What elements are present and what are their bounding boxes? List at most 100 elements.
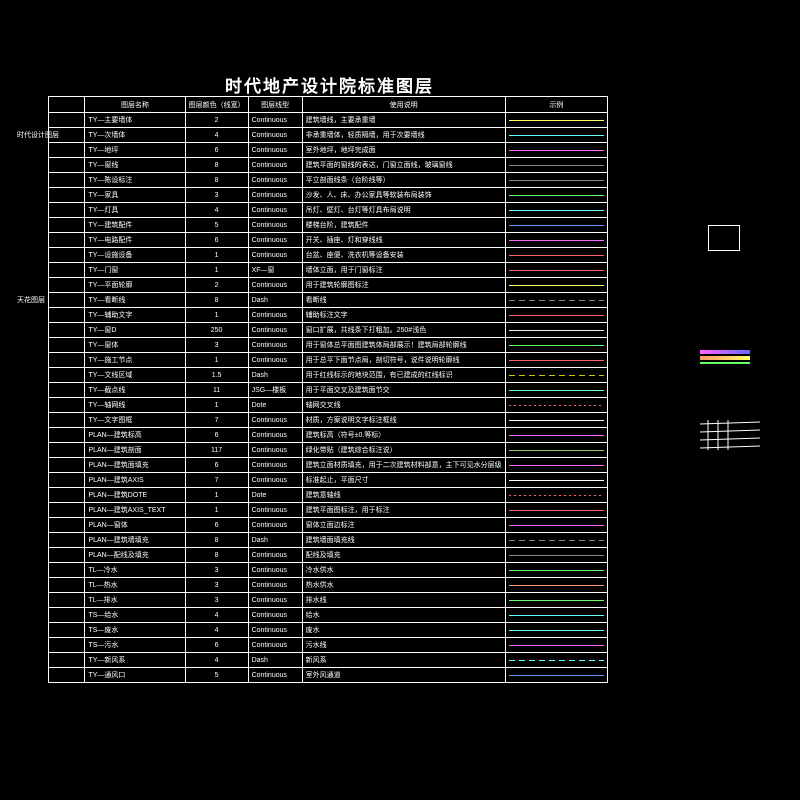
cell-example <box>505 413 607 428</box>
cell-name: TL—排水 <box>85 593 185 608</box>
line-sample <box>509 255 604 256</box>
table-row: TY—灯具4Continuous吊灯、壁灯、台灯等灯具布局说明 <box>49 203 608 218</box>
table-row: TY—窗D250Continuous窗口扩展，共线条下打粗加。250#浅色 <box>49 323 608 338</box>
cell-weight: 2 <box>185 113 248 128</box>
cell-linetype: Continuous <box>248 158 302 173</box>
cell-linetype: Continuous <box>248 188 302 203</box>
table-row: TY—主要墙体2Continuous建筑墙线，主要承重墙 <box>49 113 608 128</box>
layer-table: 图层名称 图层颜色（线宽） 图层线型 使用说明 示例 TY—主要墙体2Conti… <box>48 96 608 683</box>
cell-linetype: Dash <box>248 293 302 308</box>
cell-usage: 建筑墙面填充线 <box>302 533 505 548</box>
cell-weight: 8 <box>185 158 248 173</box>
cell-example <box>505 608 607 623</box>
side-line-samples <box>700 420 760 460</box>
line-sample <box>509 300 604 301</box>
cell-example <box>505 638 607 653</box>
line-sample <box>509 135 604 136</box>
table-row: TY—平面轮廓2Continuous用于建筑轮廓图标注 <box>49 278 608 293</box>
cell-linetype: Continuous <box>248 668 302 683</box>
table-row: PLAN—建筑剖面117Continuous绿化带贴（建筑综合标注说） <box>49 443 608 458</box>
line-sample <box>509 435 604 436</box>
cell-group <box>49 308 85 323</box>
cell-weight: 1 <box>185 503 248 518</box>
cell-group <box>49 188 85 203</box>
line-sample <box>509 570 604 571</box>
cell-group <box>49 443 85 458</box>
cell-group <box>49 458 85 473</box>
cell-usage: 排水线 <box>302 593 505 608</box>
cell-usage: 给水 <box>302 608 505 623</box>
table-row: TL—热水3Continuous热水供水 <box>49 578 608 593</box>
cell-usage: 室外地坪，地坪完成面 <box>302 143 505 158</box>
cell-weight: 1 <box>185 263 248 278</box>
cell-example <box>505 623 607 638</box>
cell-group <box>49 623 85 638</box>
cell-linetype: Dote <box>248 398 302 413</box>
cell-example <box>505 533 607 548</box>
cell-usage: 用于平面交叉及建筑面节交 <box>302 383 505 398</box>
cell-usage: 沙发、人、床、办公家具等软装布局装饰 <box>302 188 505 203</box>
cell-usage: 建筑平面的窗线的表达，门窗立面线，玻璃窗线 <box>302 158 505 173</box>
line-sample <box>509 585 604 586</box>
table-row: PLAN—建筑标高6Continuous建筑标高（符号±0.等标） <box>49 428 608 443</box>
cell-group <box>49 203 85 218</box>
cell-group <box>49 278 85 293</box>
cell-name: TY—次墙体 <box>85 128 185 143</box>
cell-linetype: Continuous <box>248 353 302 368</box>
cell-group <box>49 263 85 278</box>
cell-weight: 8 <box>185 533 248 548</box>
cell-name: TY—灯具 <box>85 203 185 218</box>
cell-example <box>505 503 607 518</box>
table-row: TY—门窗1XF—窗墙体立面，用于门窗标注 <box>49 263 608 278</box>
cell-linetype: Continuous <box>248 128 302 143</box>
cell-name: TY—看断线 <box>85 293 185 308</box>
cell-usage: 建筑意轴线 <box>302 488 505 503</box>
table-row: PLAN—建筑DOTE1Dote建筑意轴线 <box>49 488 608 503</box>
cell-example <box>505 263 607 278</box>
cell-group <box>49 518 85 533</box>
cell-usage: 标准起止，平面尺寸 <box>302 473 505 488</box>
cell-usage: 轴网交叉线 <box>302 398 505 413</box>
cell-usage: 窗体立面边标注 <box>302 518 505 533</box>
cell-group <box>49 593 85 608</box>
line-sample <box>509 330 604 331</box>
cell-linetype: XF—窗 <box>248 263 302 278</box>
cell-linetype: Continuous <box>248 473 302 488</box>
table-row: PLAN—配线及填充8Continuous配线及填充 <box>49 548 608 563</box>
cell-weight: 4 <box>185 128 248 143</box>
cell-weight: 11 <box>185 383 248 398</box>
line-sample <box>509 480 604 481</box>
table-row: TY—窗体3Continuous用于窗体总平面图建筑体局部展示！建筑局部轮廓线 <box>49 338 608 353</box>
table-row: TY—地坪6Continuous室外地坪，地坪完成面 <box>49 143 608 158</box>
cell-group <box>49 473 85 488</box>
table-row: TY—建筑配件5Continuous楼梯台阶，建筑配件 <box>49 218 608 233</box>
cell-usage: 用于红线标示的地块范围，有已建成的红线标识 <box>302 368 505 383</box>
line-sample <box>509 450 604 451</box>
cell-usage: 用于总平下面节点局，剖切符号，说件说明轮廓线 <box>302 353 505 368</box>
cell-group <box>49 248 85 263</box>
cell-usage: 废水 <box>302 623 505 638</box>
cell-name: TL—热水 <box>85 578 185 593</box>
cell-name: TS—污水 <box>85 638 185 653</box>
line-sample <box>509 645 604 646</box>
cell-linetype: Continuous <box>248 173 302 188</box>
cell-linetype: Continuous <box>248 413 302 428</box>
cell-example <box>505 443 607 458</box>
cell-group <box>49 158 85 173</box>
line-sample <box>509 510 604 511</box>
table-row: TY—窗线8Continuous建筑平面的窗线的表达，门窗立面线，玻璃窗线 <box>49 158 608 173</box>
cell-example <box>505 383 607 398</box>
cell-weight: 6 <box>185 233 248 248</box>
cell-linetype: Continuous <box>248 113 302 128</box>
cell-weight: 4 <box>185 623 248 638</box>
cell-name: TY—家具 <box>85 188 185 203</box>
cell-example <box>505 203 607 218</box>
cell-weight: 6 <box>185 428 248 443</box>
cell-name: TY—平面轮廓 <box>85 278 185 293</box>
cell-weight: 6 <box>185 638 248 653</box>
cell-weight: 6 <box>185 458 248 473</box>
cell-group <box>49 533 85 548</box>
cell-linetype: Continuous <box>248 323 302 338</box>
cell-linetype: Continuous <box>248 503 302 518</box>
cell-group <box>49 668 85 683</box>
